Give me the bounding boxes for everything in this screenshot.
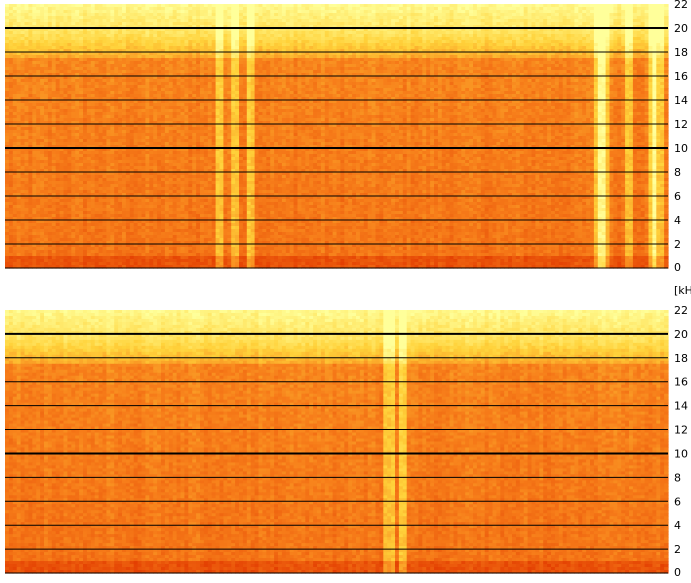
spectrogram-cells-upper: [5, 4, 669, 269]
